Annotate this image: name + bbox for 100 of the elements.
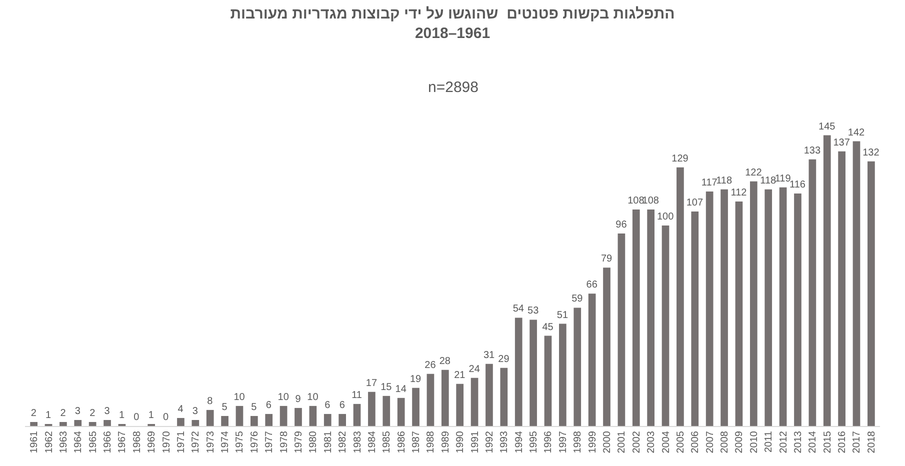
x-tick-label: 1970 [161, 430, 172, 454]
data-label: 118 [716, 175, 732, 186]
data-label: 2 [60, 408, 66, 419]
bar [456, 384, 464, 426]
x-tick-label: 1977 [264, 430, 276, 454]
bar [338, 414, 346, 426]
data-label: 1 [118, 410, 125, 421]
data-label: 59 [572, 294, 584, 305]
x-tick-label: 1972 [190, 430, 202, 454]
bar [514, 318, 522, 426]
x-tick-label: 1989 [440, 430, 452, 454]
x-tick-label: 1968 [132, 430, 143, 454]
x-tick-label: 1962 [44, 430, 55, 454]
x-tick-label: 2018 [866, 430, 878, 454]
bar [868, 161, 875, 426]
bar [544, 336, 552, 426]
x-tick-label: 1997 [558, 430, 569, 454]
bar [382, 396, 390, 426]
bar [632, 209, 640, 426]
bar [735, 201, 743, 426]
x-tick-label: 1975 [234, 430, 246, 454]
bar [647, 209, 654, 426]
x-tick-label: 1985 [382, 430, 393, 454]
bar [603, 268, 610, 426]
data-label: 122 [745, 167, 762, 178]
data-label: 117 [701, 177, 718, 188]
x-tick-label: 1966 [102, 430, 114, 454]
bar [823, 135, 831, 426]
bar [808, 159, 816, 426]
data-label: 17 [366, 378, 378, 389]
data-label: 112 [730, 187, 748, 198]
chart-subtitle: n=2898 [428, 79, 478, 96]
x-tick-label: 1991 [470, 430, 481, 454]
bar [779, 187, 787, 426]
x-tick-label: 1983 [352, 430, 364, 454]
data-label: 10 [278, 392, 290, 403]
bar [441, 370, 449, 426]
data-label: 108 [642, 195, 660, 206]
bar [500, 368, 508, 426]
data-label: 31 [483, 350, 496, 361]
data-label: 26 [424, 360, 436, 371]
bar [88, 422, 96, 426]
data-label: 24 [468, 364, 480, 375]
data-label: 10 [234, 392, 246, 403]
x-tick-label: 2007 [704, 430, 716, 454]
bar [559, 324, 566, 426]
x-tick-label: 1994 [514, 430, 525, 454]
data-label: 6 [339, 400, 346, 411]
x-tick-label: 1973 [205, 430, 216, 454]
x-tick-label: 1981 [322, 430, 334, 454]
data-label: 21 [454, 370, 466, 381]
data-label: 29 [498, 354, 510, 365]
bar [309, 406, 317, 426]
x-tick-label: 1993 [499, 430, 510, 454]
bar [74, 420, 82, 426]
data-label: 5 [222, 402, 228, 413]
bar [177, 418, 184, 426]
bar [750, 181, 758, 426]
x-tick-label: 2011 [764, 430, 775, 453]
x-tick-label: 1969 [146, 430, 158, 454]
bar [470, 378, 478, 426]
x-tick-label: 1974 [220, 430, 232, 454]
bar [530, 320, 537, 426]
x-tick-label: 2012 [778, 430, 790, 454]
bar [691, 211, 699, 426]
bar [265, 414, 273, 426]
bar [662, 226, 670, 426]
bar [618, 234, 626, 426]
x-tick-label: 1996 [543, 430, 554, 454]
x-tick-label: 1971 [176, 430, 187, 454]
data-label: 137 [833, 137, 850, 148]
x-tick-label: 2002 [631, 430, 642, 454]
x-tick-label: 1982 [338, 430, 349, 454]
data-label: 107 [686, 197, 704, 208]
data-label: 28 [439, 356, 451, 367]
data-label: 6 [266, 400, 272, 411]
data-label: 45 [542, 322, 554, 333]
x-tick-label: 2001 [616, 430, 628, 454]
data-label: 10 [307, 392, 319, 403]
bar [486, 364, 493, 426]
bar [852, 141, 860, 426]
data-label: 1 [46, 410, 52, 421]
x-tick-label: 1992 [484, 430, 496, 454]
bar [412, 388, 420, 426]
x-tick-label: 2009 [734, 430, 746, 454]
x-tick-label: 2014 [808, 430, 819, 454]
data-label: 1 [148, 410, 154, 421]
x-tick-label: 2008 [720, 430, 731, 454]
data-label: 0 [134, 412, 140, 423]
x-tick-label: 1961 [29, 430, 40, 454]
bar [764, 189, 772, 426]
data-label: 100 [656, 212, 674, 223]
data-label: 145 [818, 121, 836, 132]
data-label: 0 [163, 412, 170, 423]
x-tick-label: 1987 [411, 430, 422, 454]
x-tick-label: 2010 [748, 430, 760, 454]
x-tick-label: 2015 [822, 430, 834, 454]
data-label: 3 [74, 406, 81, 417]
bar [706, 191, 714, 426]
x-tick-label: 2005 [675, 430, 686, 454]
